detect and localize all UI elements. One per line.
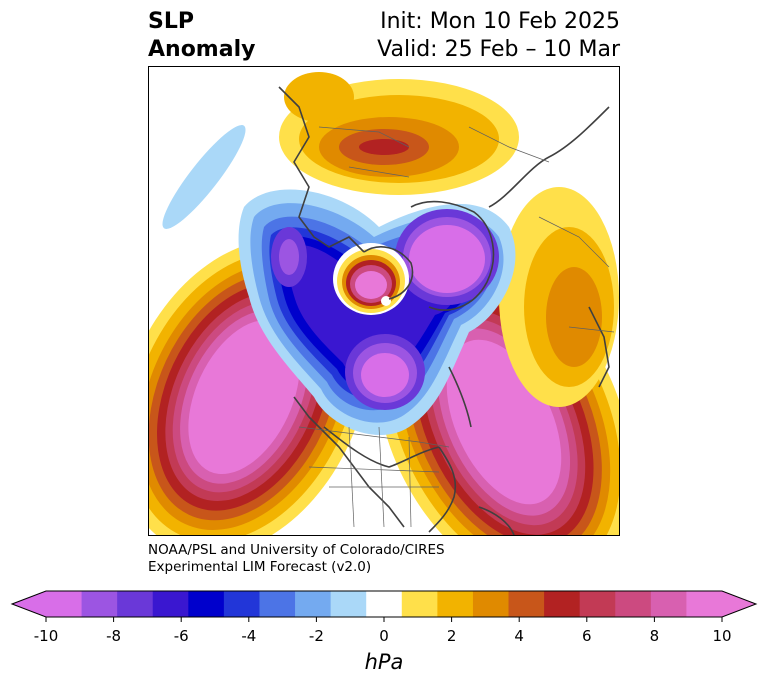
colorbar-tick-label: -2	[308, 627, 324, 645]
colorbar-swatch	[508, 591, 545, 617]
colorbar-tick-label: 6	[582, 627, 592, 645]
title-variable-sub: Anomaly	[148, 37, 256, 62]
colorbar-tick-label: -8	[106, 627, 122, 645]
credit-block: NOAA/PSL and University of Colorado/CIRE…	[148, 542, 445, 576]
colorbar-swatch	[188, 591, 225, 617]
colorbar-swatch	[437, 591, 474, 617]
title-left: SLP Anomaly	[148, 8, 255, 64]
colorbar-tick-label: -4	[241, 627, 257, 645]
colorbar	[10, 590, 758, 622]
init-date: Init: Mon 10 Feb 2025	[380, 9, 620, 34]
colorbar-tick-label: 4	[514, 627, 524, 645]
colorbar-swatch	[366, 591, 403, 617]
colorbar-swatch	[223, 591, 260, 617]
colorbar-swatch	[152, 591, 189, 617]
map-panel	[148, 66, 620, 536]
colorbar-swatch	[295, 591, 332, 617]
eurasia-positive-anomaly	[279, 72, 619, 407]
colorbar-extend-low	[12, 591, 46, 617]
colorbar-extend-high	[722, 591, 756, 617]
credit-line-2: Experimental LIM Forecast (v2.0)	[148, 559, 372, 575]
colorbar-tick-label: 10	[712, 627, 732, 645]
colorbar-swatch	[259, 591, 296, 617]
colorbar-tick-label: 2	[446, 627, 457, 645]
colorbar-unit: hPa	[364, 650, 404, 674]
title-variable: SLP	[148, 9, 194, 34]
colorbar-tick-label: 8	[649, 627, 660, 645]
valid-range: Valid: 25 Feb – 10 Mar	[377, 37, 620, 62]
title-right: Init: Mon 10 Feb 2025 Valid: 25 Feb – 10…	[377, 8, 620, 64]
colorbar-swatch	[330, 591, 367, 617]
colorbar-swatch	[401, 591, 438, 617]
polar-positive-cell	[333, 243, 409, 315]
colorbar-swatch	[650, 591, 687, 617]
anomaly-map	[149, 67, 619, 535]
colorbar-swatch	[81, 591, 118, 617]
colorbar-swatch	[686, 591, 723, 617]
coastlines	[278, 86, 610, 535]
colorbar-swatch	[472, 591, 510, 617]
credit-line-1: NOAA/PSL and University of Colorado/CIRE…	[148, 542, 445, 558]
colorbar-swatch	[615, 591, 652, 617]
colorbar-swatch	[117, 591, 154, 617]
colorbar-tick-label: -10	[33, 627, 59, 645]
political-borders	[298, 126, 615, 528]
colorbar-swatch	[46, 591, 83, 617]
pacific-streak	[162, 125, 246, 229]
colorbar-tick-label: -6	[173, 627, 189, 645]
colorbar-tick-label: 0	[379, 627, 389, 645]
colorbar-swatch	[579, 591, 616, 617]
colorbar-swatch	[544, 591, 581, 617]
